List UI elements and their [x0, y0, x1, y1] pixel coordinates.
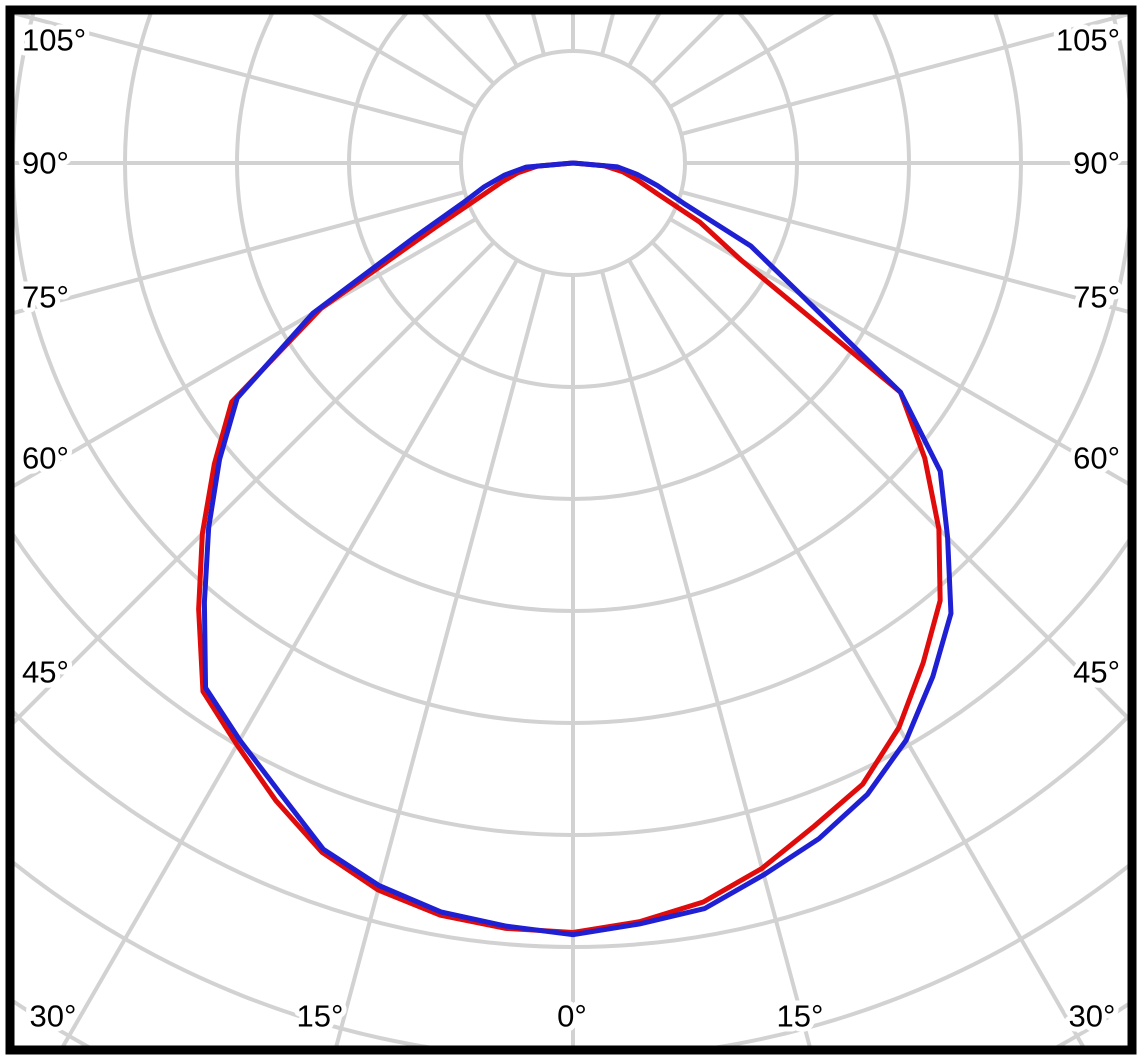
grid-spoke	[61, 258, 519, 1046]
angle-label: 90°	[22, 146, 69, 181]
grid-spoke	[334, 270, 546, 1046]
angle-label: 0°	[557, 999, 587, 1034]
angle-label: 60°	[22, 441, 69, 476]
grid-spoke	[14, 240, 496, 725]
grid-spoke	[680, 14, 1128, 136]
angle-label: 45°	[1073, 655, 1120, 690]
angle-label: 75°	[1073, 280, 1120, 315]
grid-spoke	[680, 190, 1128, 314]
angle-label: 30°	[1069, 999, 1116, 1034]
grid-spoke	[14, 190, 466, 315]
angle-label: 75°	[22, 280, 69, 315]
grid-spoke	[600, 270, 812, 1046]
grid-spoke	[627, 258, 1085, 1046]
angle-label: 105°	[1056, 23, 1120, 58]
chart-frame	[5, 5, 1137, 1055]
grid-spoke	[668, 217, 1128, 486]
curve-blue	[201, 160, 954, 938]
angle-label: 105°	[22, 23, 86, 58]
grid-spoke	[650, 240, 1128, 721]
angle-label: 90°	[1073, 146, 1120, 181]
angle-label: 15°	[777, 999, 824, 1034]
grid-spoke	[14, 14, 466, 136]
angle-label: 45°	[22, 655, 69, 690]
grid-spoke	[14, 217, 478, 488]
angle-label: 30°	[30, 999, 77, 1034]
angle-label: 15°	[297, 999, 344, 1034]
angle-label: 60°	[1073, 441, 1120, 476]
